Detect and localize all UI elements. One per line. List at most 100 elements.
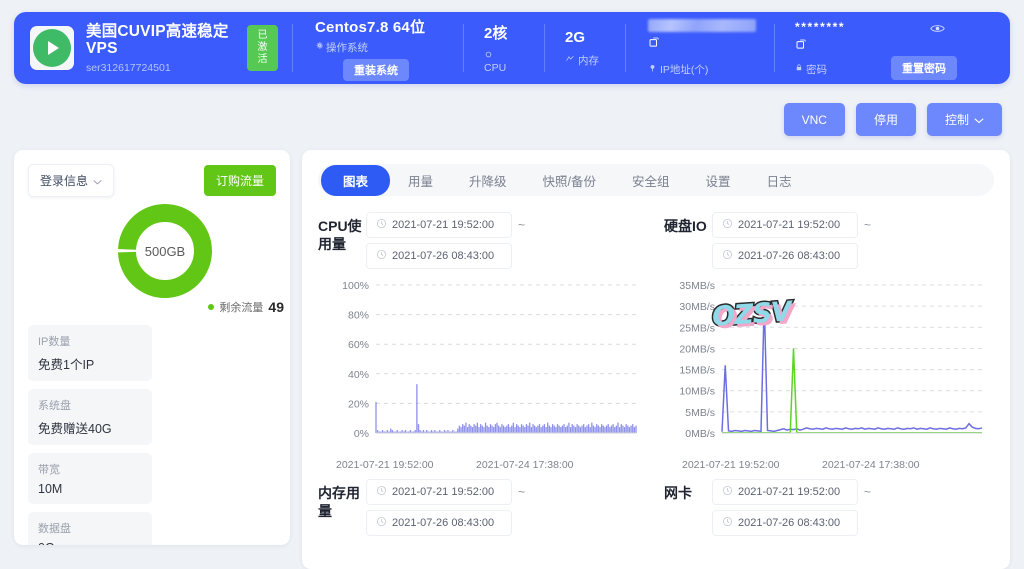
cpu-date-range: 2021-07-21 19:52:00 2021-07-26 08:43:00 … [366,212,525,269]
disk-xtick-1: 2021-07-24 17:38:00 [822,459,920,471]
memory-date-from-value: 2021-07-21 19:52:00 [392,486,495,498]
tab-logs[interactable]: 日志 [766,174,792,189]
server-summary-card: 登录信息 订购流量 500GB 剩余流量 49 IP数量 免费1个IP [14,150,290,545]
ip-segment: IP地址(个) [626,19,774,77]
server-logo [30,26,74,70]
spec-key: 带宽 [38,464,60,476]
spec-key: 系统盘 [38,400,71,412]
gear-icon [315,41,324,53]
tab-snapshot-backup[interactable]: 快照/备份 [542,174,597,189]
action-buttons: VNC 停用 控制 [783,103,1002,136]
memory-date-from[interactable]: 2021-07-21 19:52:00 [366,479,512,505]
network-date-from[interactable]: 2021-07-21 19:52:00 [712,479,858,505]
stop-button[interactable]: 停用 [855,103,916,136]
network-date-range: 2021-07-21 19:52:00 2021-07-26 08:43:00 … [712,479,871,536]
spec-key: 数据盘 [38,523,71,535]
tab-upgrade[interactable]: 升降级 [469,174,507,189]
disk-chart-title: 硬盘IO [664,218,707,234]
spec-value: 10M [38,482,63,496]
os-label: 操作系统 [326,41,368,54]
server-header-bar: 美国CUVIP高速稳定VPS ser312617724501 已激活 Cento… [14,12,1010,84]
tab-security-group[interactable]: 安全组 [632,174,670,189]
cpu-plot: 0% 20% 40% 60% 80% 100% 2021-07-21 19:52:00 2… [318,277,656,471]
charts-row-top: CPU使用量 2021-07-21 19:52:00 [310,196,1002,471]
tab-charts[interactable]: 图表 [321,164,391,196]
legend-color-dot [208,304,215,310]
memory-label: 内存 [578,54,599,67]
server-title-block: 美国CUVIP高速稳定VPS ser312617724501 [86,23,238,74]
order-traffic-button[interactable]: 订购流量 [203,165,276,196]
vnc-button[interactable]: VNC [783,103,845,136]
clock-icon [722,485,733,499]
panel-tabs: 图表 用量 升降级 快照/备份 安全组 设置 日志 [318,164,994,196]
divider [463,24,464,72]
vps-serial: ser312617724501 [86,61,171,74]
lock-icon [795,63,803,75]
divider [544,24,545,72]
cpu-value: 2核 [484,25,508,42]
divider [625,24,626,72]
play-circle-icon [33,29,71,67]
spec-key: IP数量 [38,336,71,348]
memory-segment: 2G 内存 [545,29,625,68]
password-value: ******** [795,19,846,34]
cpu-date-from[interactable]: 2021-07-21 19:52:00 [366,212,512,238]
svg-text:80%: 80% [348,310,369,322]
memory-label-row: 内存 [565,53,625,68]
ip-copy-icon[interactable] [648,36,774,54]
disk-date-range: 2021-07-21 19:52:00 2021-07-26 08:43:00 … [712,212,871,269]
login-info-label: 登录信息 [40,174,89,188]
cpu-chart-header: CPU使用量 2021-07-21 19:52:00 [318,196,656,269]
disk-chart-header: 硬盘IO 2021-07-21 19:52:00 [664,196,1002,269]
svg-text:0MB/s: 0MB/s [685,428,715,440]
password-segment: ******** 密码 重置密码 [775,19,965,80]
clock-icon [376,249,387,263]
reset-password-button[interactable]: 重置密码 [891,55,957,80]
donut-center-label: 500GB [144,243,186,259]
tab-settings[interactable]: 设置 [705,174,731,189]
stop-button-label: 停用 [873,113,898,127]
memory-value: 2G [565,28,586,46]
os-name: Centos7.8 64位 [315,18,426,36]
charts-row-bottom: 内存用量 2021-07-21 19:52:00 [310,463,1002,536]
legend-label: 剩余流量 [219,302,264,314]
network-date-to[interactable]: 2021-07-26 08:43:00 [712,510,858,536]
cpu-label-row [484,50,544,62]
svg-text:5MB/s: 5MB/s [685,407,715,419]
divider [774,24,775,72]
monitoring-panel: 图表 用量 升降级 快照/备份 安全组 设置 日志 CPU使用量 [302,150,1010,569]
cpu-xtick-0: 2021-07-21 19:52:00 [336,459,434,471]
spec-cell-data-disk: 数据盘 0G [28,512,152,545]
reinstall-system-button[interactable]: 重装系统 [343,58,409,81]
svg-text:0%: 0% [354,428,369,440]
login-info-dropdown[interactable]: 登录信息 [28,164,115,197]
ip-address-value [648,19,756,32]
spec-value: 免费赠送40G [38,422,112,436]
clock-icon [722,516,733,530]
tab-usage[interactable]: 用量 [408,174,434,189]
cpu-date-to[interactable]: 2021-07-26 08:43:00 [366,243,512,269]
chevron-down-icon [974,113,984,127]
status-badge: 已激活 [247,25,278,71]
spec-cell-system-disk: 系统盘 免费赠送40G [28,389,152,445]
spec-cell-bandwidth: 带宽 10M [28,453,152,504]
vnc-button-label: VNC [801,112,827,127]
clock-icon [722,218,733,232]
memory-usage-chart: 内存用量 2021-07-21 19:52:00 [310,463,656,536]
spec-value: 免费1个IP [38,358,95,372]
ip-label-row: IP地址(个) [648,62,774,77]
spec-value: 0G [38,541,142,545]
disk-date-to[interactable]: 2021-07-26 08:43:00 [712,243,858,269]
eye-icon[interactable] [930,21,945,39]
disk-date-to-value: 2021-07-26 08:43:00 [738,250,841,262]
cpu-icon [484,50,493,62]
memory-date-to[interactable]: 2021-07-26 08:43:00 [366,510,512,536]
location-pin-icon [648,63,657,76]
cpu-date-from-value: 2021-07-21 19:52:00 [392,219,495,231]
svg-text:100%: 100% [342,280,369,292]
control-button[interactable]: 控制 [926,103,1002,136]
password-copy-icon[interactable] [795,38,965,56]
svg-text:25MB/s: 25MB/s [679,322,715,334]
disk-date-from[interactable]: 2021-07-21 19:52:00 [712,212,858,238]
disk-io-chart: 硬盘IO 2021-07-21 19:52:00 [656,196,1002,471]
